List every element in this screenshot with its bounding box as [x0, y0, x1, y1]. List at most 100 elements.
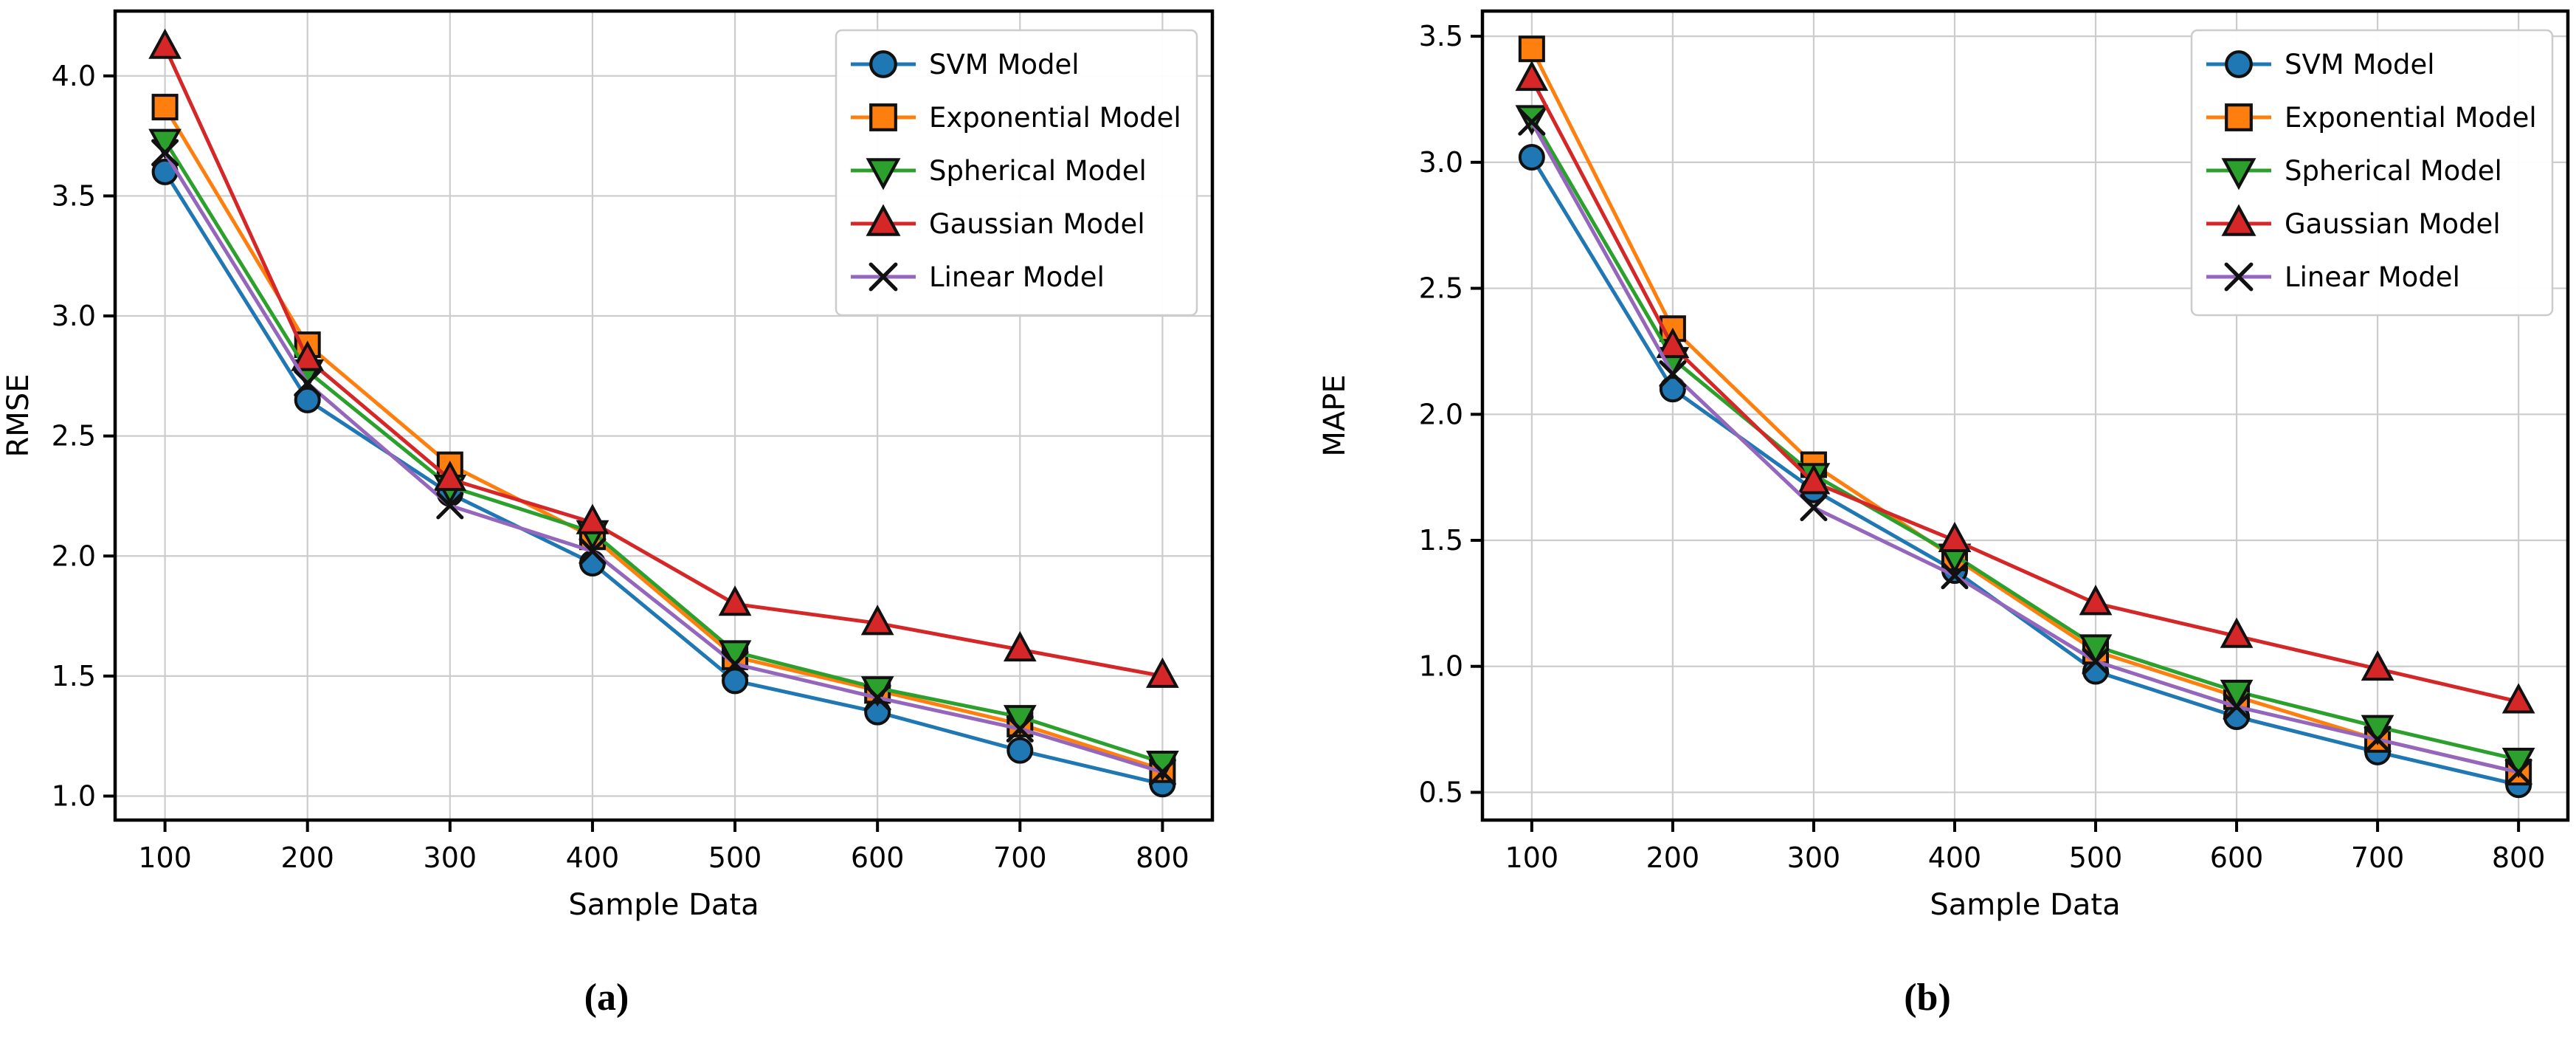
legend-item-gaussian-model: Gaussian Model: [851, 204, 1145, 240]
triangle-up-icon: [1797, 464, 1831, 495]
x-tick-label: 300: [424, 841, 477, 874]
y-tick-label: 2.5: [52, 420, 96, 452]
legend-item-spherical-model: Spherical Model: [851, 155, 1147, 190]
x-icon: [2082, 647, 2110, 675]
circle-icon: [579, 550, 606, 577]
x-icon: [863, 684, 891, 712]
x-tick-label: 500: [2069, 841, 2123, 874]
x-icon: [436, 492, 464, 520]
x-icon: [2224, 262, 2254, 292]
legend-box: [2190, 29, 2554, 317]
triangle-up-icon: [866, 204, 901, 236]
x-tick-label: 600: [851, 841, 905, 874]
triangle-down-icon: [2220, 679, 2254, 711]
ticks: 100 200 300 400 500 600 700 800 0.5 1.0 1.5 2.0 2.5 3…: [1419, 20, 2546, 874]
legend-item-spherical-model: Spherical Model: [2206, 155, 2502, 190]
square-icon: [2225, 103, 2253, 131]
y-tick-label: 2.0: [52, 540, 96, 572]
x-icon: [1148, 758, 1176, 786]
x-icon: [1659, 360, 1687, 388]
legend-box: [835, 29, 1198, 317]
x-tick-label: 800: [1136, 841, 1189, 874]
legend-item-linear-model: Linear Model: [851, 261, 1105, 293]
triangle-up-icon: [860, 605, 894, 636]
x-tick-label: 800: [2492, 841, 2546, 874]
legend-label: SVM Model: [929, 49, 1080, 80]
legend-label: Gaussian Model: [2285, 208, 2501, 240]
triangle-down-icon: [2079, 634, 2113, 665]
triangle-down-icon: [2501, 748, 2535, 779]
y-tick-label: 3.5: [1419, 20, 1463, 52]
x-icon: [294, 369, 322, 397]
x-icon: [151, 139, 179, 167]
x-tick-label: 300: [1787, 841, 1841, 874]
triangle-up-icon: [1515, 60, 1549, 92]
series-markers-gaussian-model: [1515, 60, 2535, 714]
triangle-down-icon: [2361, 715, 2394, 746]
triangle-up-icon: [291, 340, 325, 371]
y-tick-label: 3.5: [52, 179, 96, 212]
x-tick-label: 700: [993, 841, 1047, 874]
series-markers-linear-model: [151, 139, 1176, 786]
triangle-up-icon: [718, 585, 752, 616]
legend-label: Gaussian Model: [929, 208, 1145, 240]
x-tick-label: 400: [1928, 841, 1982, 874]
x-icon: [1006, 715, 1034, 743]
series-group: [148, 28, 1179, 798]
legend: SVM Model Exponential Model Spherical Mode…: [835, 29, 1198, 317]
triangle-up-icon: [2220, 617, 2254, 648]
ticks: 100 200 300 400 500 600 700 800 1.0 1.5 2.0 2.5 3.0 3…: [52, 60, 1189, 874]
x-axis-label: Sample Data: [568, 888, 759, 922]
series-group: [1515, 35, 2535, 799]
series-markers-linear-model: [1518, 108, 2532, 786]
legend-item-exponential-model: Exponential Model: [851, 102, 1181, 134]
x-icon: [869, 262, 898, 292]
circle-icon: [1518, 144, 1545, 171]
y-tick-label: 0.5: [1419, 776, 1463, 808]
y-axis-label: RMSE: [1, 374, 35, 458]
triangle-up-icon: [2221, 204, 2256, 236]
y-tick-label: 4.0: [52, 60, 96, 92]
x-tick-label: 100: [1505, 841, 1559, 874]
triangle-up-icon: [433, 460, 467, 492]
legend-item-exponential-model: Exponential Model: [2206, 102, 2537, 134]
legend-label: Linear Model: [2285, 261, 2460, 293]
caption-a: (a): [584, 977, 629, 1019]
legend-label: Spherical Model: [929, 155, 1147, 187]
triangle-up-icon: [1146, 657, 1179, 688]
square-icon: [869, 103, 897, 131]
y-tick-label: 1.5: [52, 660, 96, 692]
y-tick-label: 3.0: [52, 300, 96, 332]
x-icon: [721, 650, 749, 678]
x-icon: [579, 537, 607, 565]
legend-item-svm-model: SVM Model: [851, 49, 1080, 80]
x-icon: [2504, 758, 2532, 786]
axes-spines: [113, 9, 1215, 822]
x-icon: [2363, 726, 2392, 754]
legend-label: Linear Model: [929, 261, 1105, 293]
legend-label: Spherical Model: [2285, 155, 2502, 187]
legend-label: SVM Model: [2285, 49, 2435, 80]
triangle-up-icon: [1938, 521, 1972, 553]
y-tick-label: 1.5: [1419, 524, 1463, 557]
x-tick-label: 700: [2351, 841, 2405, 874]
series-line-spherical-model: [163, 140, 1164, 765]
circle-icon: [869, 50, 897, 78]
square-icon: [1518, 35, 1545, 63]
x-icon: [1518, 108, 1546, 136]
x-tick-label: 200: [1646, 841, 1700, 874]
y-axis-label: MAPE: [1318, 374, 1352, 456]
caption-b: (b): [1904, 977, 1951, 1019]
y-tick-label: 1.0: [52, 779, 96, 812]
triangle-up-icon: [2361, 650, 2394, 681]
x-tick-label: 200: [280, 841, 334, 874]
legend-label: Exponential Model: [929, 102, 1181, 134]
circle-icon: [2225, 50, 2253, 78]
chart-b: 100 200 300 400 500 600 700 800 0.5 1.0 1.5 2.0 2.5 3…: [1318, 9, 2570, 922]
square-icon: [151, 94, 179, 121]
x-axis-label: Sample Data: [1930, 888, 2120, 922]
triangle-up-icon: [1003, 630, 1037, 662]
triangle-up-icon: [2501, 683, 2535, 714]
